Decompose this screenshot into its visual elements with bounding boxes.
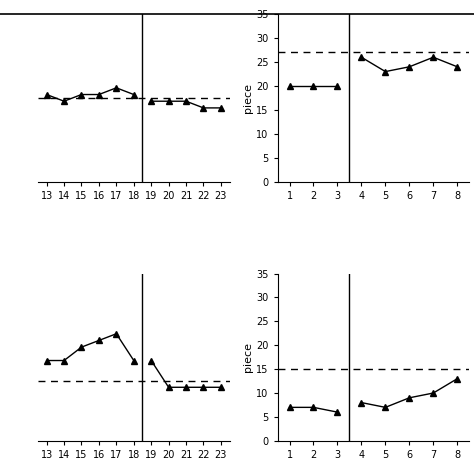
Y-axis label: piece: piece — [243, 83, 253, 113]
Y-axis label: piece: piece — [243, 342, 253, 372]
